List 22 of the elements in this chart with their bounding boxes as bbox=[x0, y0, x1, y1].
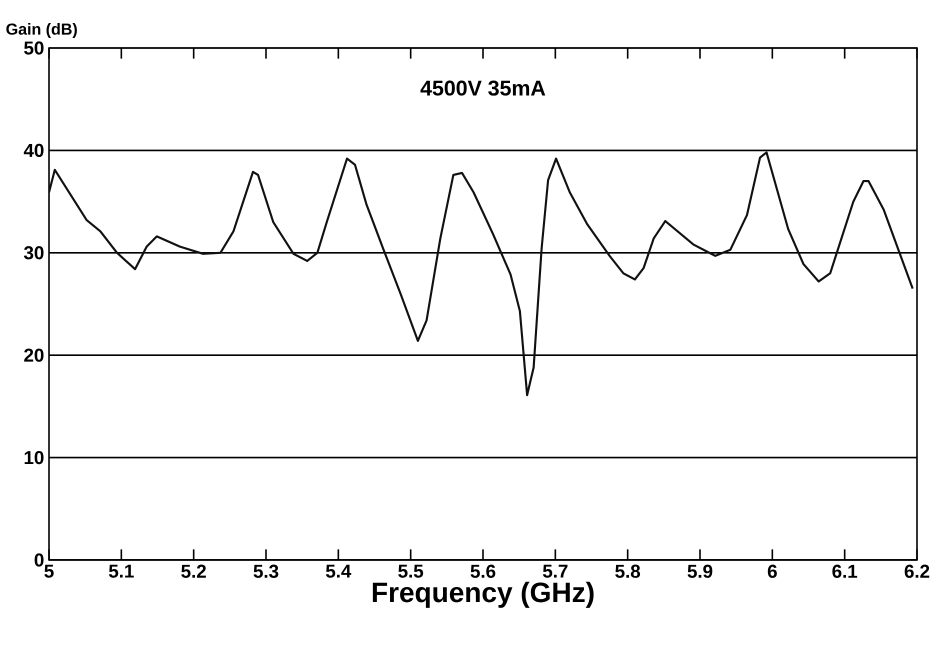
y-axis-title: Gain (dB) bbox=[6, 23, 77, 38]
x-tick-label: 5.5 bbox=[398, 564, 424, 578]
x-tick-label: 5 bbox=[44, 564, 54, 578]
y-tick-label: 10 bbox=[24, 450, 44, 464]
x-tick-label: 5.7 bbox=[542, 564, 568, 578]
x-tick-label: 6 bbox=[768, 564, 777, 578]
y-tick-label: 30 bbox=[24, 246, 44, 260]
x-tick-label: 5.1 bbox=[108, 564, 134, 578]
x-tick-label: 6.1 bbox=[832, 564, 858, 578]
x-tick-label: 5.4 bbox=[326, 564, 352, 578]
x-tick-label: 5.3 bbox=[254, 564, 278, 578]
y-tick-label: 20 bbox=[24, 348, 44, 362]
x-tick-label: 5.8 bbox=[615, 564, 640, 578]
y-tick-label: 0 bbox=[34, 553, 44, 567]
x-axis-title: Frequency (GHz) bbox=[372, 582, 594, 608]
x-tick-label: 5.6 bbox=[470, 564, 496, 578]
x-tick-label: 5.9 bbox=[688, 564, 712, 578]
x-tick-label: 5.2 bbox=[181, 564, 206, 578]
y-tick-label: 50 bbox=[24, 41, 44, 55]
x-tick-label: 6.2 bbox=[904, 564, 930, 578]
y-tick-label: 40 bbox=[24, 144, 44, 158]
text: 4500V 35mA bbox=[420, 80, 546, 96]
